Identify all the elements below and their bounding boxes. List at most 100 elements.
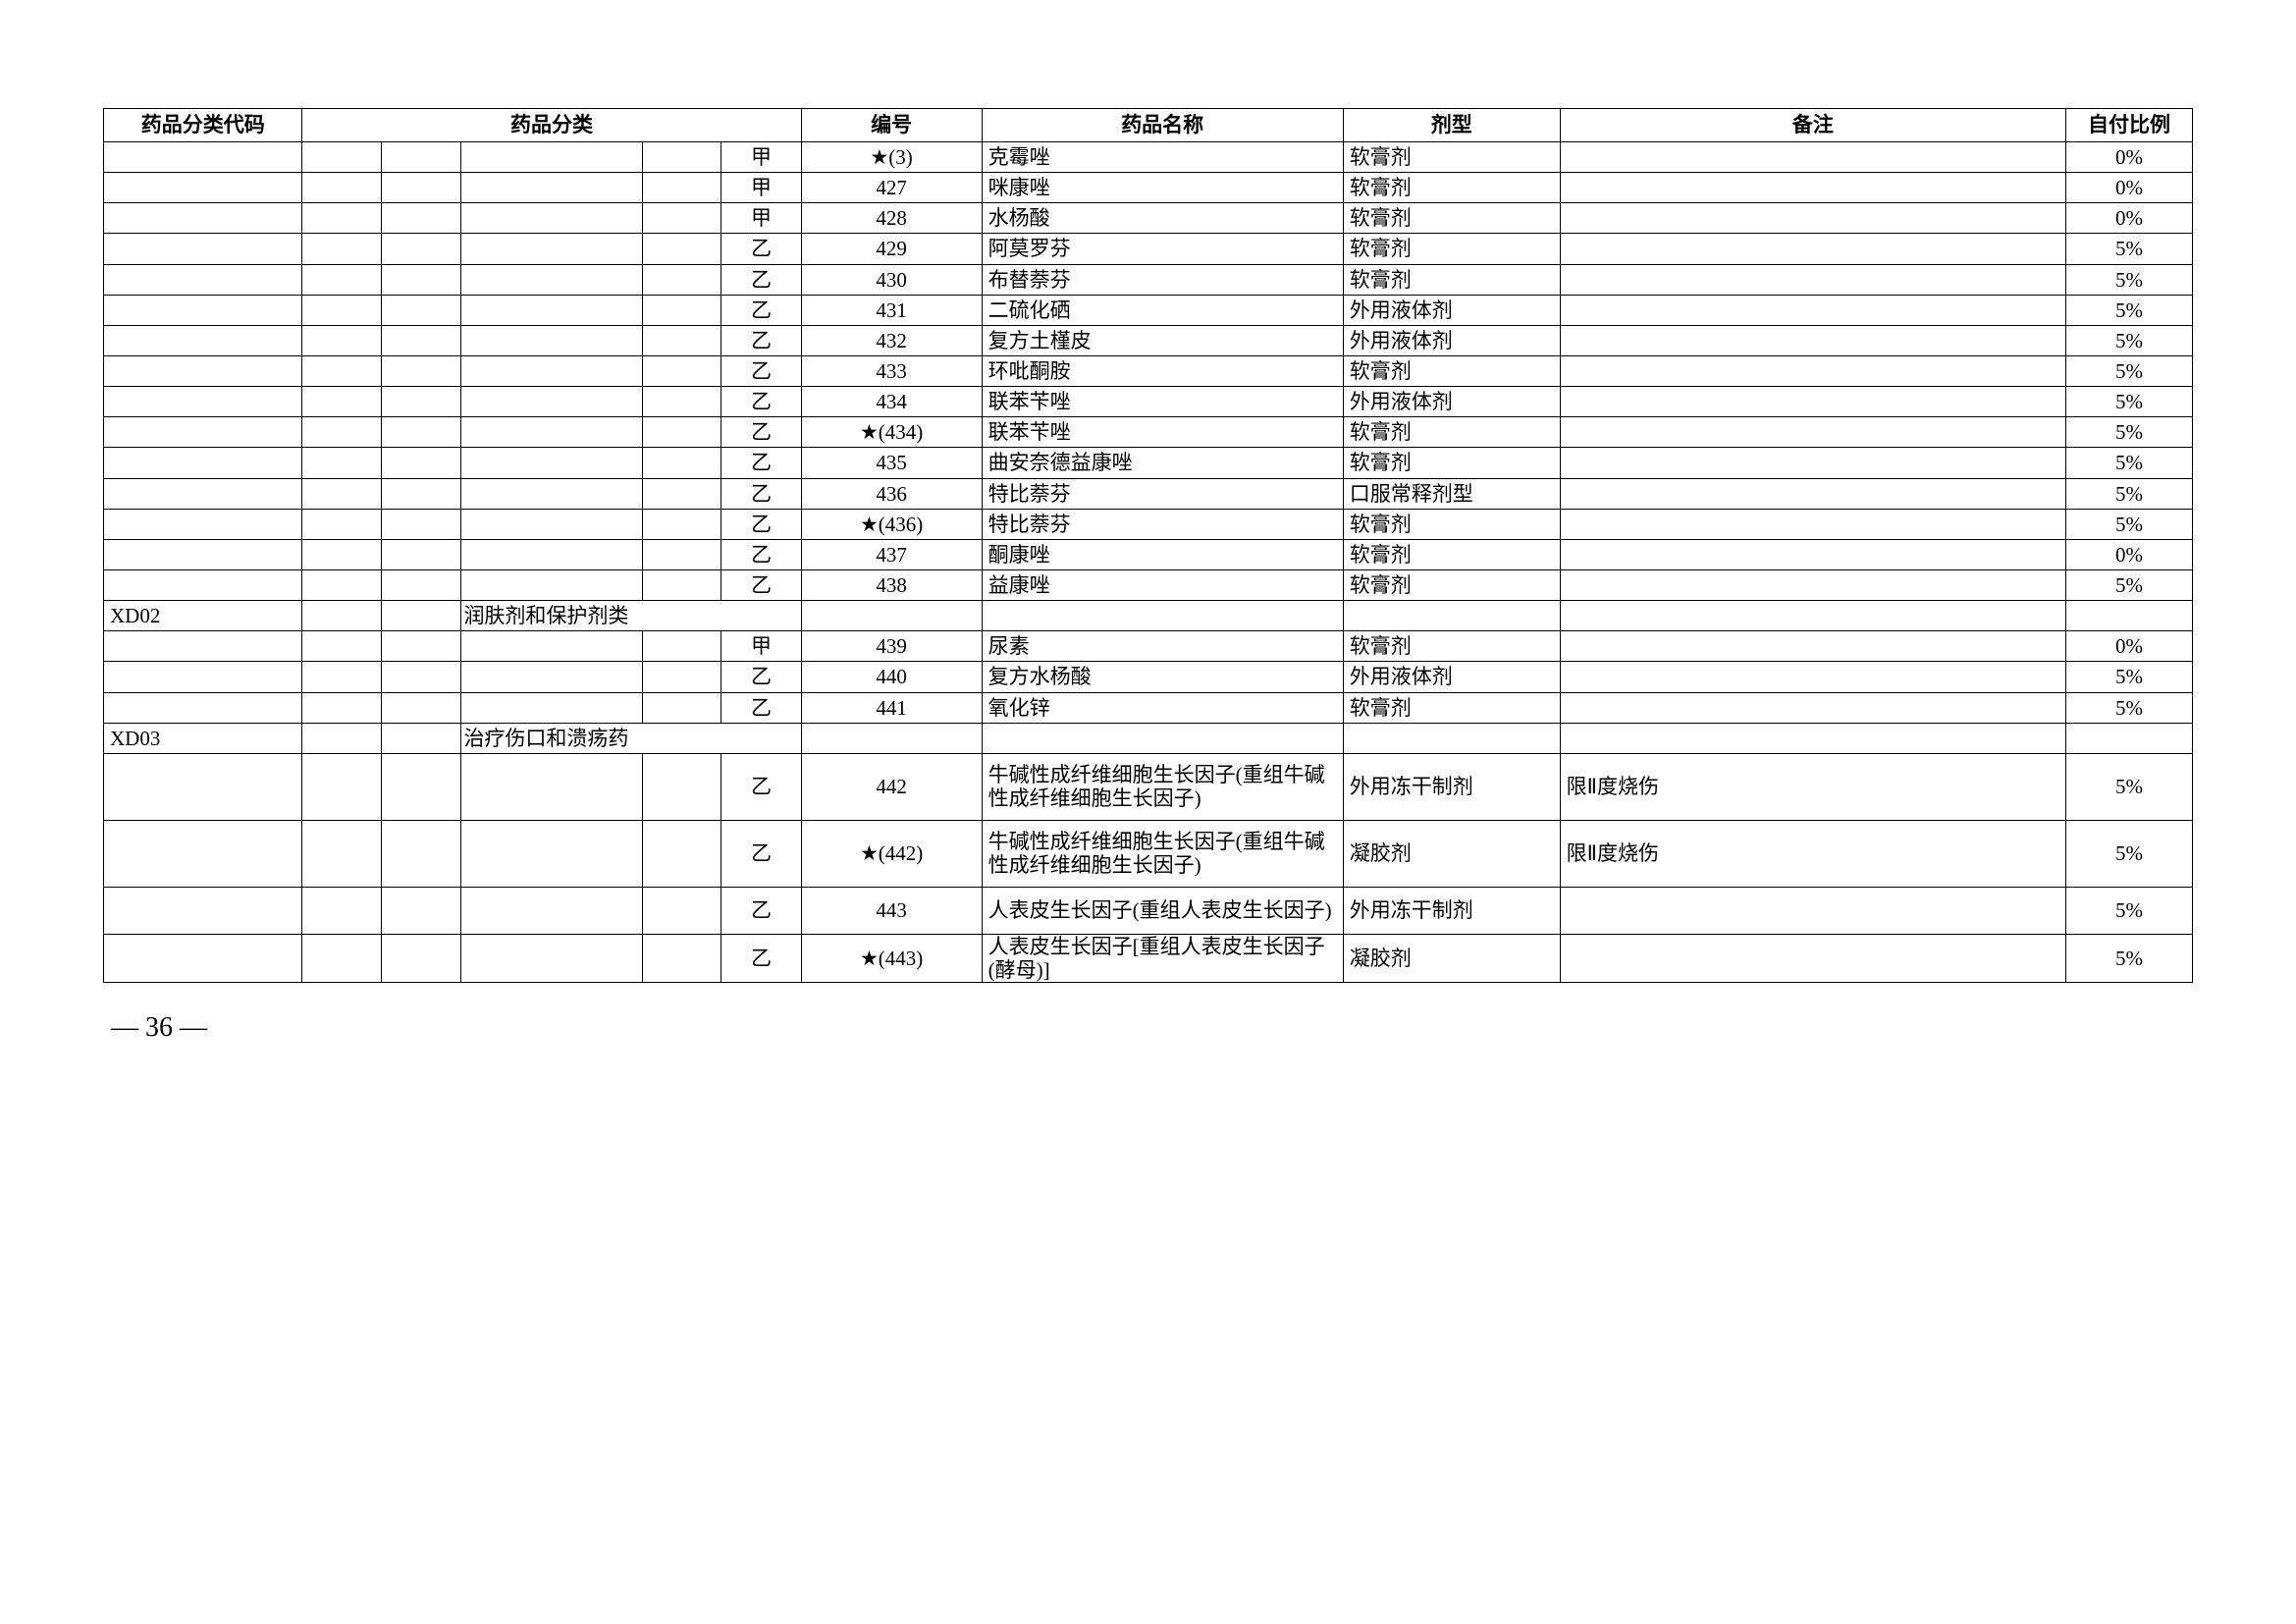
cell-num: ★(443): [801, 934, 982, 982]
cell-c3: [461, 355, 642, 386]
cell-num: 430: [801, 264, 982, 295]
cell-form: 外用冻干制剂: [1343, 753, 1560, 820]
cell-drugname: 克霉唑: [982, 142, 1343, 173]
cell-c1: [302, 569, 382, 600]
cell-num: ★(3): [801, 142, 982, 173]
cell-form: 外用冻干制剂: [1343, 887, 1560, 934]
cell-c5: 甲: [721, 142, 801, 173]
cell-ratio: 5%: [2066, 448, 2193, 478]
cell-c3: [461, 539, 642, 569]
cell-num: 432: [801, 325, 982, 355]
cell-form: 软膏剂: [1343, 142, 1560, 173]
cell-form: 软膏剂: [1343, 448, 1560, 478]
cell-form: 软膏剂: [1343, 417, 1560, 448]
cell-drugname: 阿莫罗芬: [982, 234, 1343, 264]
cell-code: [104, 631, 302, 662]
cell-c2: [382, 417, 461, 448]
cell-c2: [382, 601, 461, 631]
cell-code: [104, 934, 302, 982]
cell-c5: 乙: [721, 662, 801, 692]
cell-c4: [642, 387, 721, 417]
table-row: 乙431二硫化硒外用液体剂5%: [104, 295, 2193, 325]
cell-ratio: 5%: [2066, 417, 2193, 448]
cell-form: [1343, 601, 1560, 631]
cell-c1: [302, 448, 382, 478]
cell-ratio: 0%: [2066, 173, 2193, 203]
cell-c2: [382, 692, 461, 723]
cell-ratio: 5%: [2066, 325, 2193, 355]
cell-drugname: 尿素: [982, 631, 1343, 662]
cell-c2: [382, 234, 461, 264]
cell-c2: [382, 264, 461, 295]
cell-c5: 乙: [721, 934, 801, 982]
cell-note: [1560, 203, 2065, 234]
cell-ratio: 0%: [2066, 539, 2193, 569]
cell-c4: [642, 692, 721, 723]
cell-num: 428: [801, 203, 982, 234]
cell-c5: 乙: [721, 569, 801, 600]
cell-num: 433: [801, 355, 982, 386]
cell-c3: [461, 325, 642, 355]
cell-num: 441: [801, 692, 982, 723]
cell-drugname: 环吡酮胺: [982, 355, 1343, 386]
cell-c2: [382, 295, 461, 325]
table-row: 乙★(443)人表皮生长因子[重组人表皮生长因子(酵母)]凝胶剂5%: [104, 934, 2193, 982]
cell-c2: [382, 631, 461, 662]
cell-c1: [302, 173, 382, 203]
cell-drugname: 益康唑: [982, 569, 1343, 600]
cell-c2: [382, 142, 461, 173]
cell-c2: [382, 325, 461, 355]
cell-c5: 甲: [721, 173, 801, 203]
cell-c2: [382, 662, 461, 692]
cell-c1: [302, 934, 382, 982]
cell-c2: [382, 569, 461, 600]
cell-ratio: 5%: [2066, 234, 2193, 264]
cell-code: [104, 173, 302, 203]
cell-c1: [302, 142, 382, 173]
cell-c1: [302, 887, 382, 934]
header-note: 备注: [1560, 109, 2065, 142]
cell-num: 442: [801, 753, 982, 820]
cell-num: 434: [801, 387, 982, 417]
cell-drugname: 咪康唑: [982, 173, 1343, 203]
cell-c1: [302, 509, 382, 539]
cell-num: 438: [801, 569, 982, 600]
cell-ratio: 5%: [2066, 753, 2193, 820]
cell-c4: [642, 753, 721, 820]
cell-c5: 乙: [721, 887, 801, 934]
cell-form: 软膏剂: [1343, 355, 1560, 386]
cell-form: 软膏剂: [1343, 173, 1560, 203]
cell-ratio: 5%: [2066, 934, 2193, 982]
cell-code: [104, 569, 302, 600]
cell-ratio: 5%: [2066, 662, 2193, 692]
cell-c5: 乙: [721, 234, 801, 264]
cell-code: [104, 417, 302, 448]
cell-c3: [461, 820, 642, 887]
cell-form: 外用液体剂: [1343, 325, 1560, 355]
cell-form: 凝胶剂: [1343, 934, 1560, 982]
cell-drugname: 特比萘芬: [982, 478, 1343, 509]
cell-c2: [382, 753, 461, 820]
cell-drugname: [982, 723, 1343, 753]
cell-c4: [642, 173, 721, 203]
cell-note: [1560, 601, 2065, 631]
cell-note: [1560, 448, 2065, 478]
cell-c5: 乙: [721, 355, 801, 386]
cell-c1: [302, 692, 382, 723]
cell-c3: [461, 417, 642, 448]
cell-c5: 乙: [721, 539, 801, 569]
cell-c1: [302, 295, 382, 325]
cell-c3: [461, 478, 642, 509]
cell-c2: [382, 173, 461, 203]
cell-category: 治疗伤口和溃疡药: [461, 723, 801, 753]
cell-num: 437: [801, 539, 982, 569]
table-row: 乙432复方土槿皮外用液体剂5%: [104, 325, 2193, 355]
header-form: 剂型: [1343, 109, 1560, 142]
cell-c3: [461, 631, 642, 662]
cell-form: [1343, 723, 1560, 753]
cell-c5: 甲: [721, 631, 801, 662]
cell-note: 限Ⅱ度烧伤: [1560, 753, 2065, 820]
cell-ratio: [2066, 601, 2193, 631]
cell-c4: [642, 264, 721, 295]
table-row: 乙433环吡酮胺软膏剂5%: [104, 355, 2193, 386]
